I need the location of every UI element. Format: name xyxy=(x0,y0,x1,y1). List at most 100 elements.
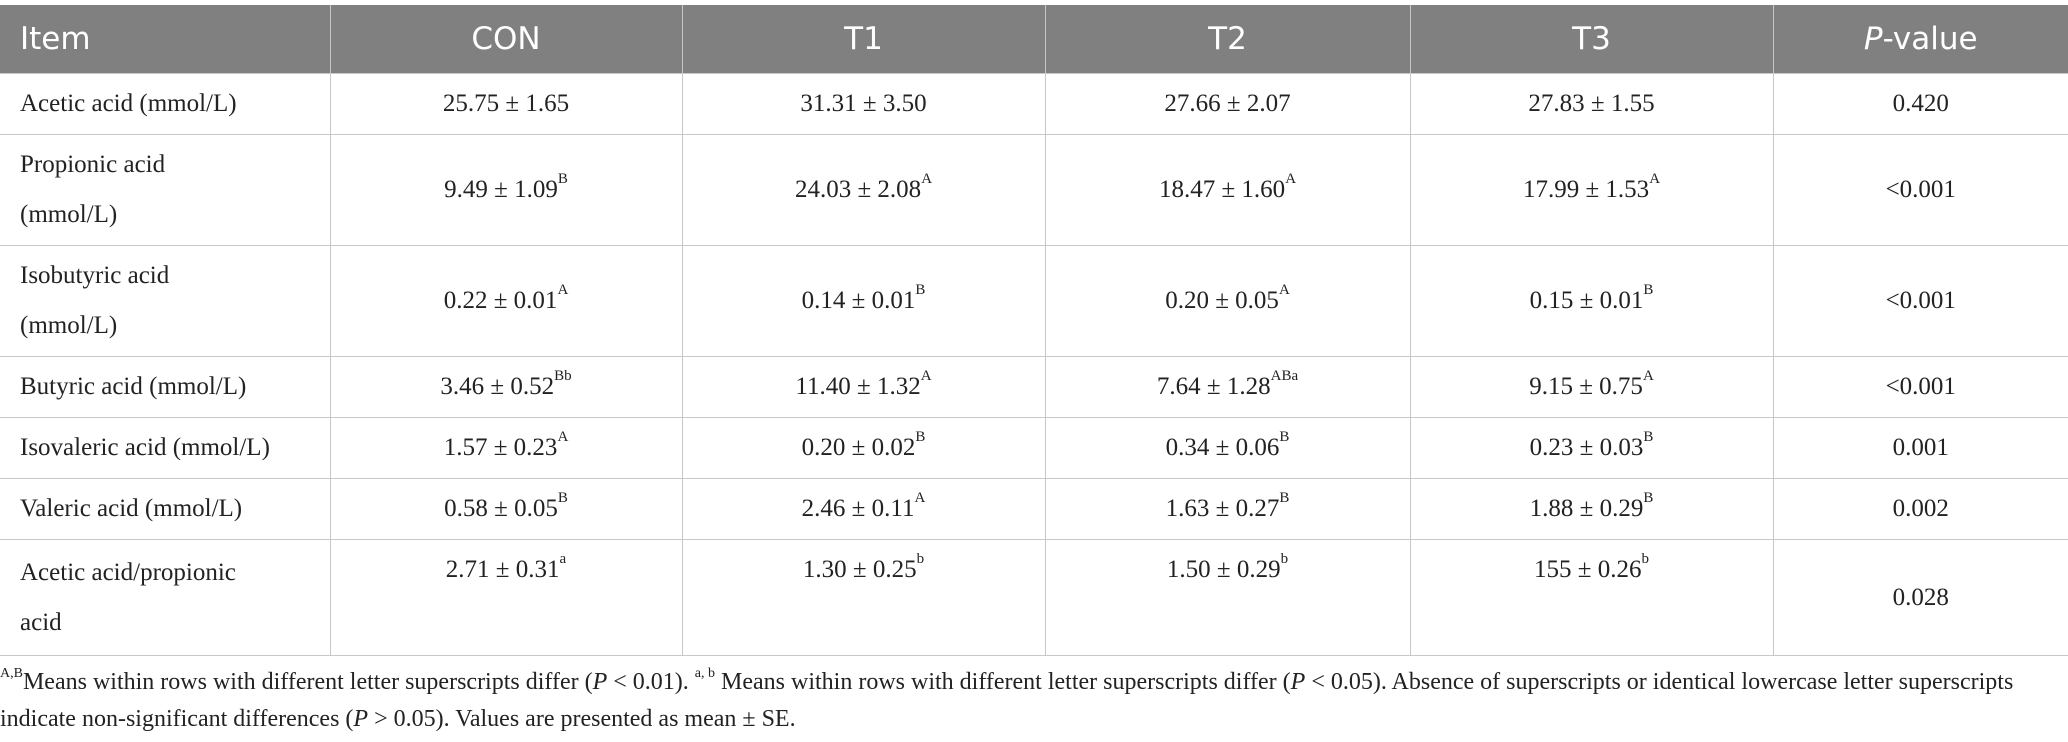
superscript: A xyxy=(1278,282,1290,298)
cell-text: 0.22 ± 0.01 xyxy=(443,287,558,314)
value-cell: 18.47 ± 1.60A xyxy=(1044,134,1411,246)
value-cell: 0.22 ± 0.01A xyxy=(329,245,683,357)
table-row: Valeric acid (mmol/L) 0.58 ± 0.05B 2.46 ± … xyxy=(0,478,2068,540)
value-cell: 0.58 ± 0.05B xyxy=(329,478,683,540)
italic-text: P xyxy=(1863,21,1883,57)
row-label: Isovaleric acid (mmol/L) xyxy=(0,417,331,479)
value-cell: 0.420 xyxy=(1772,73,2068,135)
value-cell: 2.46 ± 0.11A xyxy=(681,478,1046,540)
superscript: A,B xyxy=(0,666,23,681)
value-cell: 1.30 ± 0.25b xyxy=(681,539,1046,656)
value-cell: 31.31 ± 3.50 xyxy=(681,73,1046,135)
cell-text: 1.63 ± 0.27 xyxy=(1165,495,1280,522)
cell-text: 2.46 ± 0.11 xyxy=(801,495,915,522)
row-label: Valeric acid (mmol/L) xyxy=(0,478,331,540)
row-label: Butyric acid (mmol/L) xyxy=(0,356,331,418)
value-cell: 0.14 ± 0.01B xyxy=(681,245,1046,357)
value-cell: 0.34 ± 0.06B xyxy=(1044,417,1411,479)
header-cell: P-value xyxy=(1772,5,2068,74)
row-label: Acetic acid/propionic acid xyxy=(0,539,331,656)
header-cell: T1 xyxy=(681,5,1045,74)
value-cell: 1.57 ± 0.23A xyxy=(329,417,683,479)
cell-text: 18.47 ± 1.60 xyxy=(1158,176,1286,203)
cell-text: -value xyxy=(1882,21,1978,57)
value-cell: 0.15 ± 0.01B xyxy=(1409,245,1774,357)
cell-text: 1.88 ± 0.29 xyxy=(1529,495,1644,522)
data-table: Item CON T1 T2 T3 P-value Acetic acid (mmol/L… xyxy=(0,5,2068,656)
header-cell: T3 xyxy=(1409,5,1773,74)
value-cell: 0.20 ± 0.02B xyxy=(681,417,1046,479)
footnote: A,BMeans within rows with different lett… xyxy=(0,664,2060,738)
superscript: B xyxy=(1643,282,1654,298)
header-cell: CON xyxy=(329,5,682,74)
cell-text: 0.58 ± 0.05 xyxy=(444,495,558,522)
superscript: B xyxy=(557,171,568,187)
value-cell: 27.83 ± 1.55 xyxy=(1409,73,1774,135)
cell-text: 0.14 ± 0.01 xyxy=(801,287,916,314)
superscript: A xyxy=(557,282,569,298)
value-cell: <0.001 xyxy=(1772,245,2068,357)
value-cell: 0.20 ± 0.05A xyxy=(1044,245,1411,357)
header-row: Item CON T1 T2 T3 P-value xyxy=(0,5,2068,74)
value-cell: 25.75 ± 1.65 xyxy=(329,73,683,135)
table-row: Butyric acid (mmol/L) 3.46 ± 0.52Bb 11.40 … xyxy=(0,356,2068,418)
footnote-text: Means within rows with different letter … xyxy=(22,669,593,695)
superscript: B xyxy=(1643,429,1654,445)
value-cell: 9.49 ± 1.09B xyxy=(329,134,683,246)
superscript: B xyxy=(1279,490,1290,506)
header-cell: Item xyxy=(0,5,330,74)
row-label: Propionic acid (mmol/L) xyxy=(0,134,331,246)
value-cell: 17.99 ± 1.53A xyxy=(1409,134,1774,246)
value-cell: 0.028 xyxy=(1772,539,2068,656)
table-body: Acetic acid (mmol/L) 25.75 ± 1.65 31.31 ± … xyxy=(0,73,2068,656)
cell-text: 9.49 ± 1.09 xyxy=(444,176,558,203)
value-cell: 155 ± 0.26b xyxy=(1409,539,1774,656)
superscript: B xyxy=(1643,490,1654,506)
table-row: Propionic acid (mmol/L) 9.49 ± 1.09B 24.03… xyxy=(0,134,2068,246)
value-cell: 1.88 ± 0.29B xyxy=(1409,478,1774,540)
superscript: a, b xyxy=(694,666,716,681)
footnote-text: < 0.05). Absence of superscripts or iden… xyxy=(0,669,2014,732)
cell-text: 11.40 ± 1.32 xyxy=(795,373,921,400)
cell-text: 2.71 ± 0.31 xyxy=(445,556,560,583)
table-row: Acetic acid (mmol/L) 25.75 ± 1.65 31.31 ± … xyxy=(0,73,2068,135)
value-cell: 0.23 ± 0.03B xyxy=(1409,417,1774,479)
superscript: a xyxy=(559,551,567,567)
cell-text: 0.15 ± 0.01 xyxy=(1529,287,1644,314)
cell-text: 9.15 ± 0.75 xyxy=(1529,373,1643,400)
superscript: A xyxy=(557,429,569,445)
italic-text: P xyxy=(1290,669,1306,695)
table-wrap: Item CON T1 T2 T3 P-value Acetic acid (mmol/L… xyxy=(0,5,2068,656)
value-cell: <0.001 xyxy=(1772,134,2068,246)
superscript: B xyxy=(1279,429,1290,445)
value-cell: <0.001 xyxy=(1772,356,2068,418)
table-row: Isovaleric acid (mmol/L) 1.57 ± 0.23A 0.20… xyxy=(0,417,2068,479)
value-cell: 9.15 ± 0.75A xyxy=(1409,356,1774,418)
superscript: ABa xyxy=(1270,368,1299,384)
cell-text: 3.46 ± 0.52 xyxy=(440,373,555,400)
table-row: Isobutyric acid (mmol/L) 0.22 ± 0.01A 0.14… xyxy=(0,245,2068,357)
value-cell: 3.46 ± 0.52Bb xyxy=(329,356,683,418)
cell-text: 0.20 ± 0.02 xyxy=(801,434,916,461)
footnote-text: < 0.01). xyxy=(607,669,695,695)
cell-text: 17.99 ± 1.53 xyxy=(1522,176,1650,203)
cell-text: 1.30 ± 0.25 xyxy=(802,556,917,583)
superscript: A xyxy=(1649,171,1661,187)
superscript: A xyxy=(1285,171,1297,187)
footnote-text: > 0.05). Values are presented as mean ± … xyxy=(368,706,796,732)
cell-text: 7.64 ± 1.28 xyxy=(1156,373,1271,400)
cell-text: 1.57 ± 0.23 xyxy=(443,434,558,461)
italic-text: P xyxy=(592,669,608,695)
cell-text: 0.20 ± 0.05 xyxy=(1165,287,1279,314)
superscript: B xyxy=(915,282,926,298)
cell-text: 155 ± 0.26 xyxy=(1534,556,1642,583)
superscript: b xyxy=(916,551,925,567)
cell-text: 0.23 ± 0.03 xyxy=(1529,434,1644,461)
value-cell: 0.002 xyxy=(1772,478,2068,540)
superscript: A xyxy=(914,490,926,506)
header-cell: T2 xyxy=(1044,5,1410,74)
cell-text: 1.50 ± 0.29 xyxy=(1166,556,1281,583)
value-cell: 2.71 ± 0.31a xyxy=(329,539,683,656)
value-cell: 24.03 ± 2.08A xyxy=(681,134,1046,246)
